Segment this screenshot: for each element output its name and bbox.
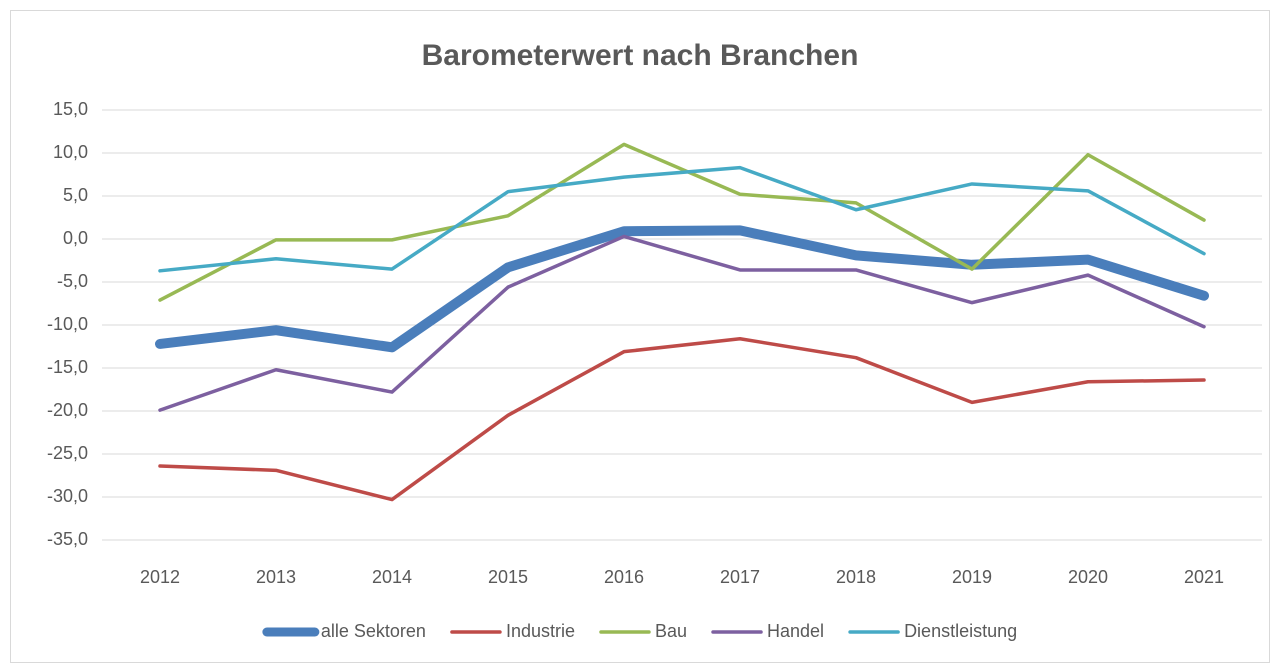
x-tick-label: 2019: [952, 567, 992, 587]
series-line: [155, 225, 1209, 353]
y-tick-label: 0,0: [63, 228, 88, 248]
y-tick-label: 10,0: [53, 142, 88, 162]
legend-label: Bau: [655, 621, 687, 641]
x-tick-label: 2016: [604, 567, 644, 587]
legend-label: Handel: [767, 621, 824, 641]
legend-label: Industrie: [506, 621, 575, 641]
y-tick-label: -15,0: [47, 357, 88, 377]
y-tick-label: -10,0: [47, 314, 88, 334]
series-line: [158, 165, 1206, 273]
x-tick-label: 2018: [836, 567, 876, 587]
chart-title: Barometerwert nach Branchen: [422, 39, 859, 72]
x-tick-label: 2021: [1184, 567, 1224, 587]
legend-label: alle Sektoren: [321, 621, 426, 641]
x-tick-label: 2013: [256, 567, 296, 587]
y-tick-label: -25,0: [47, 443, 88, 463]
y-tick-label: -5,0: [57, 271, 88, 291]
y-tick-label: -35,0: [47, 529, 88, 549]
y-tick-label: 15,0: [53, 99, 88, 119]
x-tick-label: 2012: [140, 567, 180, 587]
series-line: [158, 142, 1206, 302]
x-tick-label: 2020: [1068, 567, 1108, 587]
series-line: [158, 234, 1206, 412]
x-tick-label: 2014: [372, 567, 412, 587]
x-tick-label: 2017: [720, 567, 760, 587]
y-tick-label: -30,0: [47, 486, 88, 506]
y-tick-label: 5,0: [63, 185, 88, 205]
series-line: [158, 337, 1206, 502]
x-tick-label: 2015: [488, 567, 528, 587]
y-tick-label: -20,0: [47, 400, 88, 420]
legend-label: Dienstleistung: [904, 621, 1017, 641]
